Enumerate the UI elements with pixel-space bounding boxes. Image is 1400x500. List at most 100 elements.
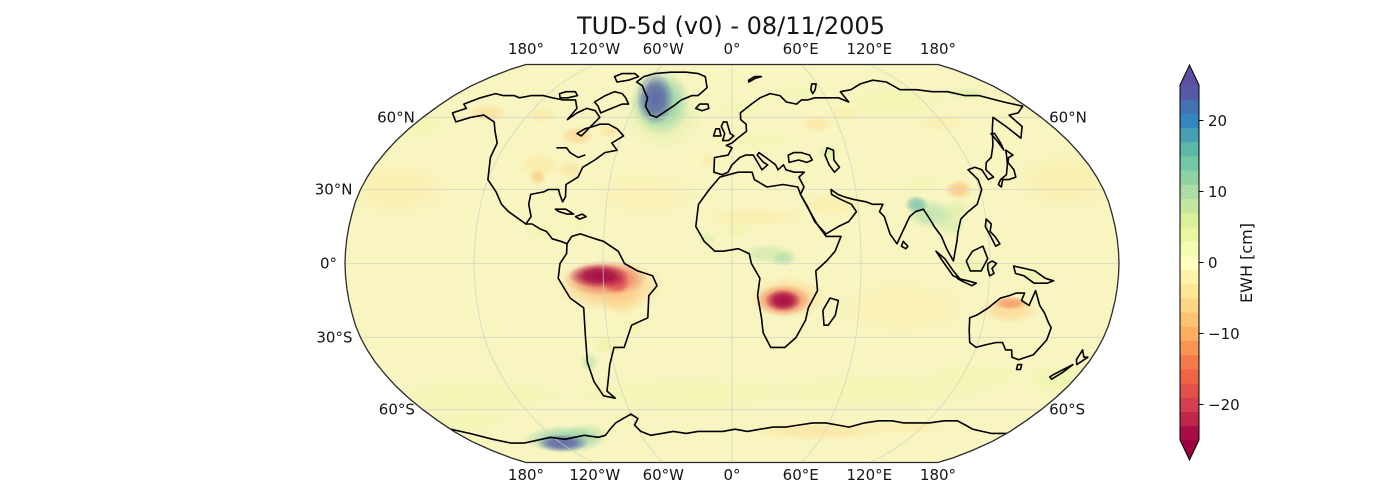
right-axis-label: 60°N bbox=[1049, 108, 1087, 126]
left-axis-label: 60°S bbox=[379, 401, 415, 419]
top-axis-label: 180° bbox=[920, 40, 956, 58]
colorbar-segment bbox=[1180, 354, 1199, 370]
anomaly-quebec-orange bbox=[598, 123, 620, 140]
colorbar-segment bbox=[1180, 269, 1199, 285]
figure-title: TUD-5d (v0) - 08/11/2005 bbox=[576, 12, 885, 40]
bottom-axis-label: 60°E bbox=[783, 466, 819, 484]
map-outline bbox=[344, 63, 1120, 464]
coastline-ellesmere-island bbox=[613, 72, 640, 83]
right-axis-label: 60°S bbox=[1049, 401, 1085, 419]
coastline-java bbox=[956, 277, 978, 287]
colorbar-upper-arrow bbox=[1180, 65, 1199, 85]
bottom-axis-label: 180° bbox=[508, 466, 544, 484]
colorbar-segment bbox=[1180, 170, 1199, 185]
colorbar-segment bbox=[1180, 411, 1199, 427]
anomaly-east-antarctica-orange-1 bbox=[747, 422, 887, 441]
anomaly-ne-siberia-teal bbox=[946, 86, 991, 101]
bottom-axis-label: 0° bbox=[723, 466, 740, 484]
graticule-meridian bbox=[602, 64, 664, 463]
coastline-novaya-zemlya bbox=[810, 83, 817, 95]
colorbar-segment bbox=[1180, 369, 1199, 384]
anomaly-west-antarctica-core bbox=[536, 434, 589, 453]
left-axis-label: 30°N bbox=[315, 181, 353, 199]
colorbar-segment bbox=[1180, 85, 1199, 100]
top-axis-label: 120°E bbox=[846, 40, 892, 58]
anomaly-congo-core-teal bbox=[770, 250, 797, 267]
top-axis-label: 60°W bbox=[643, 40, 685, 58]
colorbar-tick-label: 0 bbox=[1208, 254, 1218, 272]
anomaly-north-australia-core bbox=[992, 296, 1029, 310]
colorbar-segment bbox=[1180, 99, 1199, 114]
coastline-caspian-sea bbox=[824, 147, 841, 173]
anomaly-layer bbox=[345, 69, 1119, 454]
anomaly-indian-ocean-orange bbox=[831, 277, 972, 338]
anomaly-arabia-orange bbox=[797, 190, 868, 219]
coastline-layer bbox=[449, 71, 1089, 444]
anomaly-us-halo-orange bbox=[517, 151, 562, 178]
colorbar-segment bbox=[1180, 156, 1199, 171]
coastline-eurasia bbox=[713, 79, 1024, 262]
anomaly-ross-sea-green bbox=[430, 408, 511, 433]
coastline-baffin-island bbox=[593, 90, 630, 114]
world-map bbox=[344, 63, 1120, 464]
colorbar-segment bbox=[1180, 212, 1199, 228]
colorbar-segment bbox=[1180, 198, 1199, 214]
left-axis-label: 60°N bbox=[377, 108, 415, 126]
coastline-new-guinea bbox=[1012, 265, 1055, 284]
left-axis-label: 30°S bbox=[316, 329, 352, 347]
coastline-iceland bbox=[694, 103, 710, 112]
coastline-great-lakes bbox=[556, 147, 586, 159]
colorbar-tick-label: −20 bbox=[1208, 396, 1240, 414]
coastline-tasmania bbox=[1015, 363, 1023, 371]
top-axis-label: 180° bbox=[508, 40, 544, 58]
anomaly-alaska-yukon-orange bbox=[467, 103, 508, 122]
colorbar-segment bbox=[1180, 340, 1199, 356]
colorbar-segment bbox=[1180, 326, 1199, 341]
coastline-philippines bbox=[984, 218, 1001, 247]
anomaly-siberia-green bbox=[831, 86, 952, 118]
anomaly-caribbean-green bbox=[565, 218, 593, 230]
anomaly-central-us-orange bbox=[528, 169, 547, 186]
anomaly-nw-canada-orange bbox=[525, 107, 558, 124]
anomaly-southern-africa-core bbox=[765, 289, 802, 312]
bottom-axis-label: 180° bbox=[920, 466, 956, 484]
coastline-victoria-island bbox=[558, 90, 579, 99]
colorbar-segment bbox=[1180, 425, 1199, 441]
colorbar-segment bbox=[1180, 255, 1199, 270]
anomaly-barents-teal bbox=[771, 83, 828, 100]
coastline-japan bbox=[997, 149, 1017, 188]
coastline-antarctica bbox=[449, 413, 1008, 444]
colorbar-segment bbox=[1180, 127, 1199, 143]
top-axis-label: 60°E bbox=[783, 40, 819, 58]
left-axis-label: 0° bbox=[320, 255, 337, 273]
anomaly-sahel-green bbox=[722, 223, 751, 240]
colorbar-tick-label: 20 bbox=[1208, 112, 1227, 130]
colorbar-segment bbox=[1180, 397, 1199, 412]
coastline-nz-north-island bbox=[1075, 349, 1089, 366]
coastline-sakhalin bbox=[990, 132, 1005, 151]
anomaly-s-pacific-band-green bbox=[388, 377, 569, 414]
anomaly-east-us-orange bbox=[556, 159, 584, 180]
top-axis-label: 120°W bbox=[569, 40, 620, 58]
anomaly-tibet-green bbox=[904, 175, 941, 194]
anomaly-nw-pacific-orange bbox=[1009, 152, 1119, 213]
anomaly-sahara-orange bbox=[698, 206, 809, 227]
colorbar-segment bbox=[1180, 383, 1199, 398]
anomaly-new-guinea-green bbox=[1018, 268, 1047, 283]
colorbar-segment bbox=[1180, 227, 1199, 242]
anomaly-iberia-atlantic-orange bbox=[699, 153, 718, 167]
colorbar-segment bbox=[1180, 241, 1199, 256]
anomaly-south-chile-teal bbox=[580, 352, 599, 373]
coastline-nz-south-island bbox=[1049, 363, 1074, 380]
anomaly-amazon-core bbox=[568, 263, 629, 288]
coastline-hispaniola bbox=[574, 213, 587, 220]
top-axis-label: 0° bbox=[723, 40, 740, 58]
bottom-axis-label: 120°W bbox=[569, 466, 620, 484]
colorbar-segment bbox=[1180, 312, 1199, 327]
coastline-sulawesi bbox=[986, 260, 998, 277]
colorbar-segment bbox=[1180, 113, 1199, 128]
colorbar-segment bbox=[1180, 184, 1199, 199]
coastline-uk bbox=[720, 121, 735, 142]
